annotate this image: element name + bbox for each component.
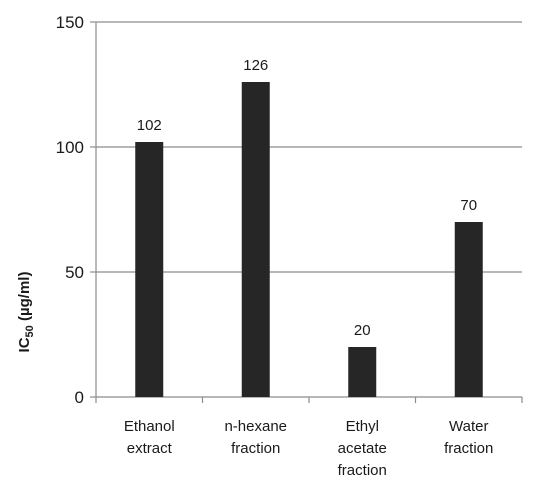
category-label-line: Ethanol [124,418,175,435]
gridlines [96,21,522,273]
category-label-line: Ethyl [346,418,379,435]
category-label-0: Ethanol extract [124,418,175,457]
category-label-line: fraction [231,440,280,457]
bar-3 [454,222,483,397]
bars [135,82,483,397]
axes [90,21,523,403]
bar-0 [135,142,164,397]
category-label-2: Ethyl acetate fraction [338,418,387,479]
bar-2 [348,347,377,397]
category-label-3: Water fraction [444,418,493,457]
labels: 0 50 100 150 102 Ethanol extract 126 n-hexane fra… [56,13,494,479]
y-tick-label-100: 100 [56,138,84,157]
category-label-line: extract [127,440,173,457]
y-tick-label-150: 150 [56,13,84,32]
category-label-line: acetate [338,440,387,457]
category-label-1: n-hexane fraction [224,418,287,457]
category-label-line: fraction [338,462,387,479]
bar-1 [241,82,270,397]
y-tick-label-50: 50 [65,263,84,282]
data-label-0: 102 [137,117,162,134]
data-label-3: 70 [460,197,477,214]
y-axis-label: IC50 (µg/ml) [16,272,36,353]
data-label-1: 126 [243,57,268,74]
y-tick-label-0: 0 [75,388,84,407]
category-label-line: fraction [444,440,493,457]
data-label-2: 20 [354,322,371,339]
category-label-line: Water [449,418,488,435]
category-label-line: n-hexane [224,418,287,435]
